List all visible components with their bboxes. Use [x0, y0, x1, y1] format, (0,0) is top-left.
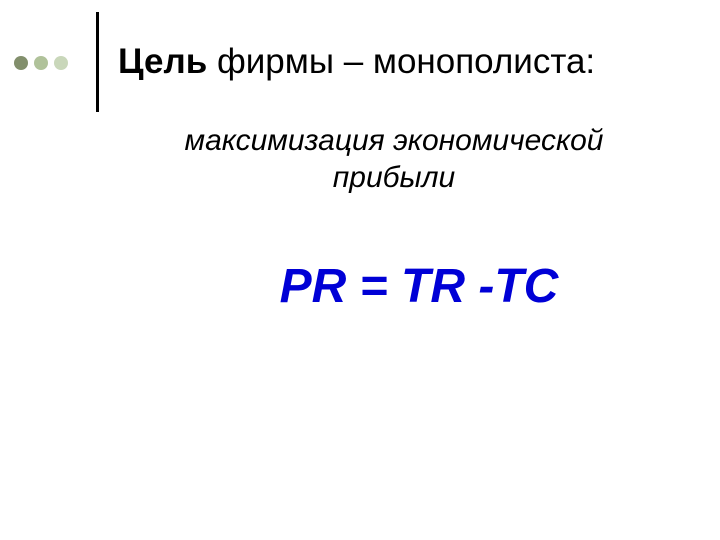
title-rest: фирмы – монополиста:	[207, 42, 595, 81]
formula-text: PR = TR -TC	[118, 259, 690, 314]
vertical-divider	[96, 12, 99, 112]
slide-title: Цель фирмы – монополиста:	[118, 40, 690, 84]
decoration-dots	[14, 56, 68, 70]
slide: Цель фирмы – монополиста: максимизация э…	[0, 0, 720, 540]
slide-subtitle: максимизация экономической прибыли	[118, 122, 690, 197]
dot-icon	[54, 56, 68, 70]
dot-icon	[14, 56, 28, 70]
slide-decoration	[14, 56, 68, 70]
dot-icon	[34, 56, 48, 70]
slide-content: Цель фирмы – монополиста: максимизация э…	[118, 40, 690, 314]
title-emphasis: Цель	[118, 42, 207, 81]
